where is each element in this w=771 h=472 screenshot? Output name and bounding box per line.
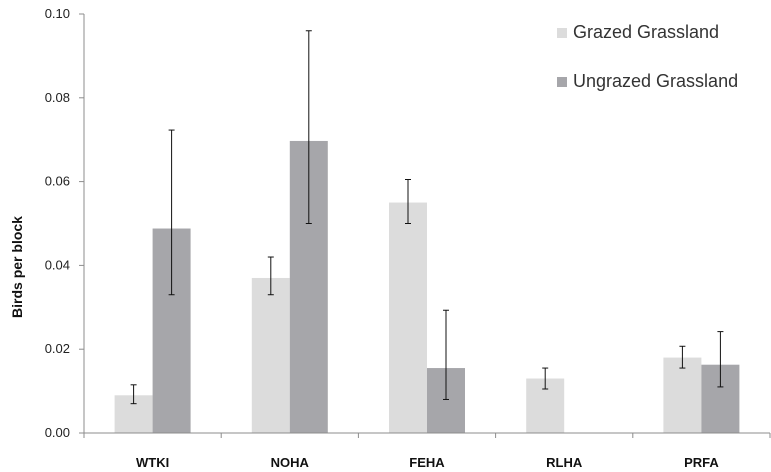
x-tick-label: RLHA — [546, 455, 583, 470]
bar-grazed-feha — [389, 202, 427, 433]
x-tick-label: WTKI — [136, 455, 169, 470]
error-bar — [305, 30, 312, 224]
error-bar — [130, 384, 137, 405]
legend-label: Grazed Grassland — [573, 22, 719, 42]
legend-swatch — [557, 28, 567, 38]
error-bar — [542, 367, 549, 390]
error-bar — [168, 129, 175, 296]
x-tick-label: NOHA — [271, 455, 310, 470]
error-bar — [267, 256, 274, 296]
y-tick-label: 0.04 — [45, 257, 70, 272]
y-tick-label: 0.08 — [45, 90, 70, 105]
y-tick-label: 0.02 — [45, 341, 70, 356]
bar-grazed-prfa — [663, 357, 702, 433]
x-axis-labels: WTKI NOHA FEHA RLHA PRFA — [136, 455, 719, 470]
y-tick-label: 0.00 — [45, 425, 70, 440]
error-bars — [130, 30, 724, 405]
y-tick-label: 0.06 — [45, 174, 70, 189]
y-axis-ticks: 0.00 0.02 0.04 0.06 0.08 0.10 — [45, 6, 84, 440]
x-tick-label: FEHA — [409, 455, 445, 470]
legend-label: Ungrazed Grassland — [573, 71, 738, 91]
error-bar — [679, 345, 686, 369]
bar-grazed-noha — [251, 277, 290, 433]
y-tick-label: 0.10 — [45, 6, 70, 21]
y-axis-title: Birds per block — [9, 216, 25, 318]
error-bar — [405, 179, 411, 224]
legend: Grazed Grassland Ungrazed Grassland — [557, 22, 738, 91]
legend-swatch — [557, 77, 567, 87]
x-axis-ticks — [83, 433, 771, 438]
x-tick-label: PRFA — [684, 455, 719, 470]
error-bar — [443, 309, 449, 400]
bars — [114, 140, 740, 433]
error-bar — [717, 331, 724, 388]
